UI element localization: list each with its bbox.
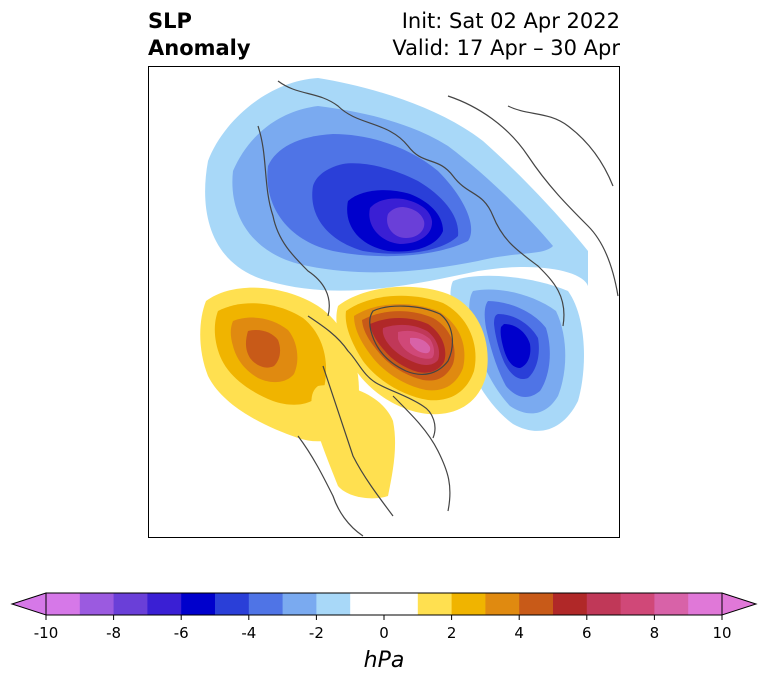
colorbar-segment	[282, 593, 317, 615]
colorbar-ticks: -10 -8 -6 -4 -2 0 2 4 6 8 10	[34, 615, 732, 642]
colorbar-segment	[654, 593, 689, 615]
colorbar-tick-label: 4	[514, 624, 524, 642]
map-frame	[148, 66, 620, 538]
colorbar-extend-max	[721, 592, 758, 616]
colorbar-tick-label: 8	[650, 624, 660, 642]
anomaly-contours	[200, 78, 619, 537]
colorbar-segment	[417, 593, 452, 615]
colorbar-segment	[519, 593, 554, 615]
atlantic-low-anomaly	[450, 275, 584, 431]
colorbar-segment	[181, 593, 216, 615]
coastlines	[257, 80, 619, 537]
colorbar-segment	[553, 593, 588, 615]
colorbar-unit-label: hPa	[364, 648, 405, 673]
colorbar-segment	[46, 593, 81, 615]
title-line-1: SLP	[148, 9, 192, 33]
valid-range: Valid: 17 Apr – 30 Apr	[392, 36, 620, 60]
colorbar-extend-min	[10, 592, 47, 616]
colorbar-tick-label: -10	[34, 624, 59, 642]
colorbar-segments	[10, 592, 758, 616]
colorbar-tick-label: -4	[241, 624, 256, 642]
colorbar-tick-label: -2	[309, 624, 324, 642]
colorbar-tick-label: -8	[106, 624, 121, 642]
colorbar-segment	[316, 593, 351, 615]
colorbar-segment	[350, 593, 419, 615]
slp-anomaly-map	[148, 66, 620, 538]
colorbar-segment	[688, 593, 723, 615]
colorbar-tick-label: -6	[174, 624, 189, 642]
init-date: Init: Sat 02 Apr 2022	[401, 9, 620, 33]
colorbar-segment	[147, 593, 182, 615]
title-line-2: Anomaly	[148, 36, 251, 60]
map-title: SLP Anomaly	[148, 8, 251, 62]
colorbar-segment	[113, 593, 148, 615]
colorbar-segment	[586, 593, 621, 615]
colorbar-tick-label: 0	[379, 624, 389, 642]
colorbar-segment	[451, 593, 486, 615]
greenland-high-anomaly	[336, 286, 488, 415]
colorbar-segment	[79, 593, 114, 615]
western-us-high-anomaly	[311, 385, 396, 499]
colorbar-tick-label: 10	[712, 624, 731, 642]
arctic-low-anomaly	[205, 78, 588, 291]
colorbar: -10 -8 -6 -4 -2 0 2 4 6 8 10 hPa	[10, 592, 758, 673]
colorbar-tick-label: 6	[582, 624, 592, 642]
colorbar-segment	[248, 593, 283, 615]
colorbar-tick-label: 2	[447, 624, 457, 642]
colorbar-segment	[620, 593, 655, 615]
colorbar-segment	[485, 593, 520, 615]
colorbar-segment	[215, 593, 250, 615]
date-info: Init: Sat 02 Apr 2022 Valid: 17 Apr – 30…	[392, 8, 620, 62]
